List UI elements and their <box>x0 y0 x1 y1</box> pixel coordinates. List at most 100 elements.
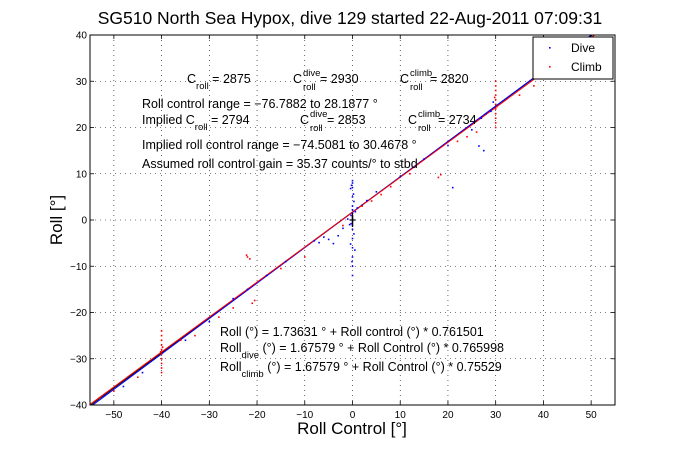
dive-point <box>350 184 353 187</box>
dive-point <box>346 218 349 220</box>
climb-point <box>253 299 256 302</box>
chart-title: SG510 North Sea Hypox, dive 129 started … <box>98 8 603 28</box>
dive-point <box>485 112 487 115</box>
legend: Dive Climb <box>532 36 614 80</box>
dive-point <box>246 288 249 291</box>
climb-point <box>361 205 363 207</box>
dive-point <box>351 256 354 258</box>
svg-text:roll: roll <box>418 123 431 134</box>
dive-point <box>350 222 352 225</box>
climb-point <box>494 103 497 106</box>
dive-point <box>208 320 211 323</box>
climb-point <box>380 193 382 196</box>
dive-point <box>478 145 480 147</box>
dive-point <box>141 371 144 374</box>
climb-point <box>456 140 459 143</box>
climb-point <box>280 267 282 270</box>
svg-text:Implied Croll = 2794: Implied Croll = 2794 <box>142 113 250 133</box>
climb-point <box>249 258 251 260</box>
climb-point <box>518 94 521 96</box>
climb-point <box>160 348 163 351</box>
climb-point <box>194 334 196 337</box>
x-tick-label: −40 <box>153 410 170 421</box>
dive-point <box>482 149 485 152</box>
x-tick-label: −10 <box>296 410 313 421</box>
climb-point <box>160 362 163 365</box>
dive-point <box>351 237 354 240</box>
annotation-c-roll: Croll = 2875 <box>187 72 251 92</box>
x-tick-label: 20 <box>442 410 454 421</box>
dive-point <box>351 274 354 277</box>
dive-point <box>447 144 449 147</box>
annotation-assumed-gain: Assumed roll control gain = 35.37 counts… <box>142 157 418 171</box>
dive-point <box>350 214 352 217</box>
dive-point <box>265 274 268 277</box>
svg-text:Rolldive (°) = 1.67579 ° + Rol: Rolldive (°) = 1.67579 ° + Roll Control … <box>220 341 504 361</box>
dive-point <box>423 158 425 160</box>
climb-point <box>437 176 440 179</box>
svg-text:= 2820: = 2820 <box>430 72 469 86</box>
climb-point <box>533 85 535 87</box>
dive-point <box>351 182 354 184</box>
climb-point <box>408 172 411 175</box>
svg-text:= 2734: = 2734 <box>438 113 477 127</box>
x-tick-label: 30 <box>490 410 502 421</box>
svg-text:roll: roll <box>310 123 323 134</box>
climb-point <box>439 173 442 176</box>
grid <box>90 34 615 406</box>
svg-text:Rollclimb (°) = 1.67579 ° + Ro: Rollclimb (°) = 1.67579 ° + Roll Control… <box>220 360 502 380</box>
dive-point <box>327 238 330 241</box>
svg-text:C: C <box>300 113 309 127</box>
dive-point <box>494 105 497 108</box>
dive-point <box>354 210 357 213</box>
dive-point <box>351 246 354 249</box>
dive-point <box>351 209 354 211</box>
x-tick-label: −30 <box>201 410 218 421</box>
dive-point <box>353 233 355 235</box>
y-tick-label: −10 <box>70 262 87 273</box>
climb-point <box>475 131 478 133</box>
x-tick-label: −20 <box>249 410 266 421</box>
svg-text:dive: dive <box>310 109 327 120</box>
annotation-fit-all: Roll (°) = 1.73631 ° + Roll control (°) … <box>220 325 484 339</box>
dive-point <box>492 101 495 103</box>
svg-text:roll: roll <box>303 82 316 93</box>
climb-point <box>494 80 497 83</box>
climb-point <box>494 108 497 110</box>
dive-point <box>351 205 354 207</box>
y-tick-label: 20 <box>76 123 88 134</box>
climb-point <box>218 316 220 318</box>
climb-point <box>98 397 101 399</box>
svg-text:C: C <box>400 72 409 86</box>
x-tick-label: 0 <box>350 410 356 421</box>
x-tick-label: 10 <box>395 410 407 421</box>
x-tick-label: 40 <box>538 410 550 421</box>
climb-point <box>160 330 163 332</box>
climb-point <box>494 98 497 101</box>
svg-text:C: C <box>408 113 417 127</box>
x-tick-label: 50 <box>586 410 598 421</box>
dive-point <box>356 207 359 209</box>
y-axis-label: Roll [°] <box>47 195 66 245</box>
dive-point <box>399 175 402 178</box>
annotation-implied-c-roll: Implied Croll = 2794 <box>142 113 250 133</box>
climb-point <box>494 85 497 87</box>
y-tick-label: 40 <box>76 31 88 42</box>
fit-lines <box>90 35 596 405</box>
climb-point <box>342 224 344 227</box>
svg-text:C: C <box>293 72 302 86</box>
y-tick-label: −30 <box>70 354 87 365</box>
climb-point <box>494 126 497 129</box>
dive-point <box>351 228 354 231</box>
y-tick-label: 0 <box>81 216 87 227</box>
climb-point <box>303 256 306 258</box>
dive-point <box>232 297 234 300</box>
annotation-implied-c-roll-climb: C climb roll = 2734 <box>408 109 477 134</box>
y-tick-label: −40 <box>70 401 87 412</box>
dive-point <box>490 110 492 113</box>
legend-dive-label: Dive <box>571 41 595 55</box>
fit-line-climb <box>90 35 596 405</box>
axis-ticks: −50 −40 −30 −20 −10 0 10 20 30 40 50 −40 −30 −20 −10 0 1… <box>70 31 615 421</box>
dive-point <box>352 193 355 195</box>
